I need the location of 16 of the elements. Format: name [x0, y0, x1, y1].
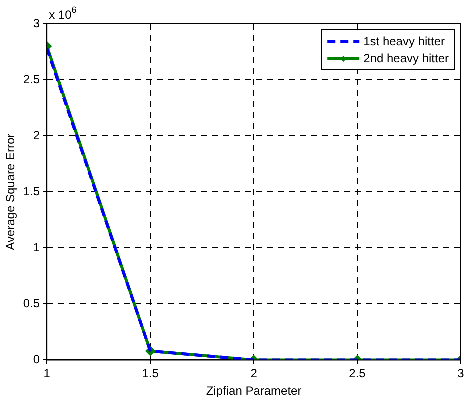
x-tick-label: 1.5	[142, 366, 160, 381]
y-tick-label: 1.5	[23, 184, 40, 198]
x-tick-label: 2	[250, 366, 258, 381]
y-axis-title: Average Square Error	[4, 134, 18, 250]
y-tick-label: 2.5	[23, 72, 40, 86]
y-tick-label: 0.5	[23, 296, 40, 310]
x-axis-title: Zipfian Parameter	[206, 384, 302, 398]
legend-label: 1st heavy hitter	[364, 34, 445, 48]
x-tick-label: 3	[458, 366, 465, 381]
x-tick-label: 2.5	[349, 366, 366, 381]
y-tick-label: 3	[33, 16, 40, 30]
legend-label: 2nd heavy hitter	[364, 51, 450, 66]
x-tick-label: 1	[44, 366, 51, 381]
y-tick-label: 1	[33, 240, 40, 254]
y-tick-label: 2	[33, 128, 40, 142]
y-tick-label: 0	[33, 352, 40, 367]
